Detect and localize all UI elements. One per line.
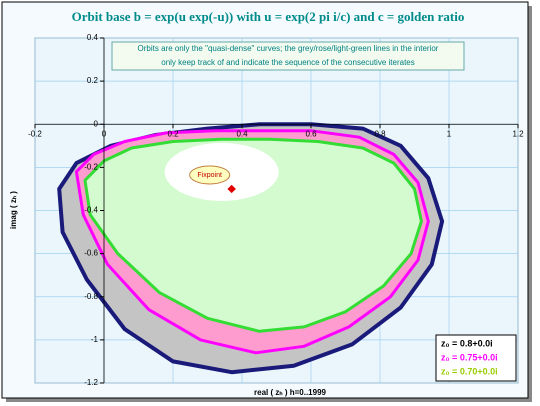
x-tick-label: 0 xyxy=(102,129,107,138)
legend-label: z₀ = 0.8+0.0i xyxy=(441,338,493,348)
legend-box xyxy=(435,334,517,382)
x-tick-label: 1.2 xyxy=(512,129,524,138)
y-tick-label: 0.2 xyxy=(87,76,99,85)
x-axis-label: real ( zₕ ) h=0..1999 xyxy=(254,388,326,397)
legend-label: z₀ = 0.70+0.0i xyxy=(441,366,498,376)
callout-text: Fixpoint xyxy=(197,172,222,179)
fixpoint-marker xyxy=(227,184,236,194)
y-tick-label: 0.4 xyxy=(87,33,99,42)
annotation-box xyxy=(111,41,465,71)
y-tick-label: -0.2 xyxy=(84,162,98,171)
x-tick-label: 0.4 xyxy=(236,129,248,138)
y-tick-label: -0.6 xyxy=(84,249,98,258)
x-tick-label: -0.2 xyxy=(28,129,42,138)
y-tick-label: -0.4 xyxy=(84,206,98,215)
y-tick-label: -0.8 xyxy=(84,292,98,301)
legend-label: z₀ = 0.75+0.0i xyxy=(441,352,498,362)
x-tick-label: 0.2 xyxy=(167,129,179,138)
callout xyxy=(189,165,231,185)
x-tick-label: 1 xyxy=(447,129,452,138)
chart-title: Orbit base b = exp(u exp(-u)) with u = e… xyxy=(72,9,465,24)
y-tick-label: -1.2 xyxy=(84,378,98,387)
annotation: Orbits are only the "quasi-dense" curves… xyxy=(138,44,439,53)
y-tick-label: 0 xyxy=(94,119,99,128)
y-axis-label: imag ( zₕ ) xyxy=(9,191,18,229)
orbit-curve xyxy=(83,137,423,333)
annotation: only keep track of and indicate the sequ… xyxy=(161,58,415,67)
x-tick-label: 0.8 xyxy=(374,129,386,138)
y-tick-label: -1 xyxy=(91,335,99,344)
x-tick-label: 0.6 xyxy=(305,129,317,138)
